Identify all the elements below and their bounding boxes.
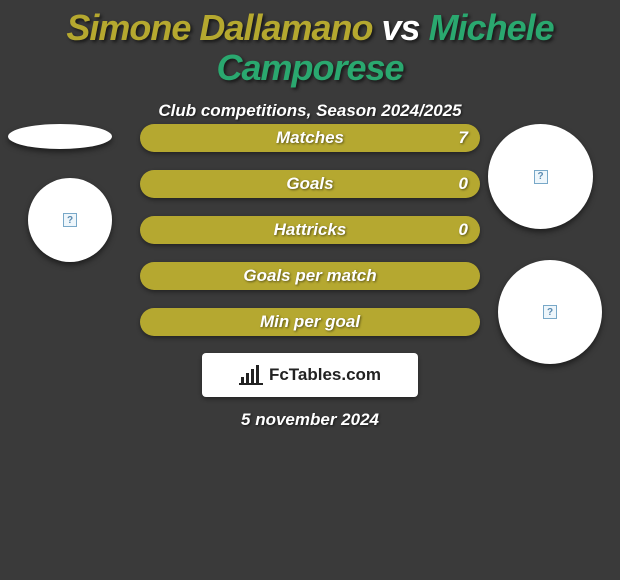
- ellipse-top-left: [8, 124, 112, 149]
- player2-avatar-circle: ?: [488, 124, 593, 229]
- stat-row: Min per goal: [140, 308, 480, 336]
- brand-box: FcTables.com: [202, 353, 418, 397]
- stat-right-value: 0: [459, 216, 468, 244]
- stat-row: Matches 7: [140, 124, 480, 152]
- comparison-title: Simone Dallamano vs Michele Camporese: [0, 0, 620, 87]
- stat-label: Goals: [140, 170, 480, 198]
- image-placeholder-icon: ?: [543, 305, 557, 319]
- bar-chart-icon: [239, 365, 263, 385]
- vs-word: vs: [382, 7, 420, 48]
- player1-name: Simone Dallamano: [66, 7, 372, 48]
- stat-row: Hattricks 0: [140, 216, 480, 244]
- brand-text: FcTables.com: [269, 365, 381, 385]
- image-placeholder-icon: ?: [534, 170, 548, 184]
- image-placeholder-icon: ?: [63, 213, 77, 227]
- stat-right-value: 7: [459, 124, 468, 152]
- stat-row: Goals per match: [140, 262, 480, 290]
- stat-label: Hattricks: [140, 216, 480, 244]
- date-line: 5 november 2024: [0, 410, 620, 430]
- stat-label: Matches: [140, 124, 480, 152]
- subtitle: Club competitions, Season 2024/2025: [0, 101, 620, 121]
- stat-right-value: 0: [459, 170, 468, 198]
- stat-rows: Matches 7 Goals 0 Hattricks 0 Goals per …: [140, 124, 480, 354]
- stat-label: Min per goal: [140, 308, 480, 336]
- stat-row: Goals 0: [140, 170, 480, 198]
- player1-avatar-circle: ?: [28, 178, 112, 262]
- player2-avatar-circle-secondary: ?: [498, 260, 602, 364]
- stat-label: Goals per match: [140, 262, 480, 290]
